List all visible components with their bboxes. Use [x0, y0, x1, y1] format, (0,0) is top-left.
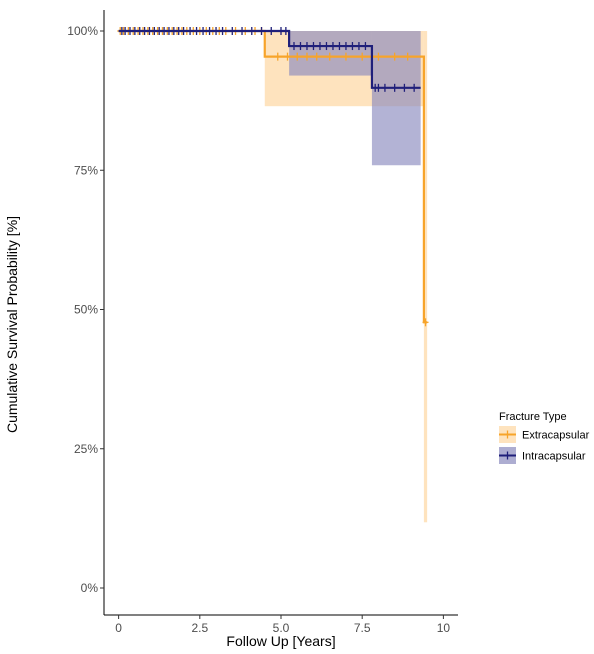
x-axis-ticks: 0 2.5 5.0 7.5 10: [115, 615, 450, 635]
y-tick-label: 50%: [74, 303, 98, 317]
legend-item-intracapsular: Intracapsular: [499, 447, 586, 464]
y-tick-label: 25%: [74, 442, 98, 456]
intracapsular-survival-line: [118, 29, 421, 89]
x-axis-title: Follow Up [Years]: [226, 633, 335, 649]
y-tick-label: 0%: [81, 581, 99, 595]
x-tick-label: 7.5: [354, 621, 371, 635]
intracapsular-legend-label: Intracapsular: [522, 451, 586, 463]
y-axis-ticks: 0% 25% 50% 75% 100%: [67, 24, 104, 595]
y-tick-label: 100%: [67, 24, 98, 38]
y-tick-label: 75%: [74, 163, 98, 177]
legend-items: Extracapsular Intracapsular: [499, 426, 590, 464]
legend: Fracture Type Extracapsular Intracapsular: [499, 411, 590, 464]
legend-item-extracapsular: Extracapsular: [499, 426, 590, 443]
intracapsular-ci-band: [371, 31, 421, 166]
x-tick-label: 5.0: [273, 621, 290, 635]
x-tick-label: 0: [115, 621, 122, 635]
confidence-bands: [264, 31, 428, 523]
extracapsular-ci-band: [423, 31, 428, 523]
extracapsular-legend-label: Extracapsular: [522, 430, 590, 442]
legend-title: Fracture Type: [499, 411, 567, 423]
intracapsular-ci-band: [289, 31, 372, 76]
y-axis-title: Cumulative Survival Probability [%]: [4, 216, 20, 433]
x-tick-label: 2.5: [191, 621, 208, 635]
x-tick-label: 10: [437, 621, 451, 635]
survival-curves: [118, 29, 428, 324]
